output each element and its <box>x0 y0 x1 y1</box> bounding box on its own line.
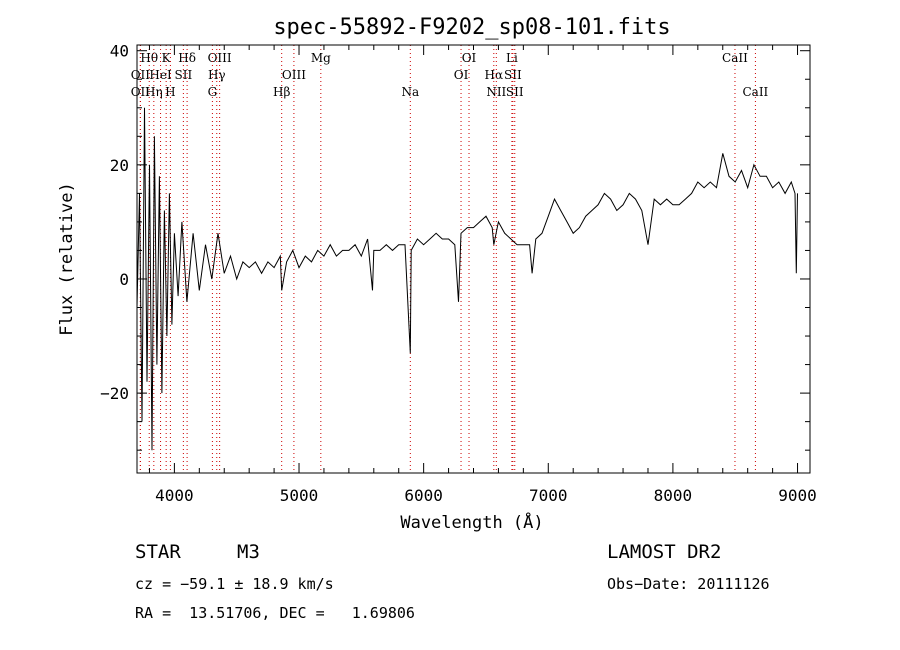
y-tick-label: 20 <box>110 156 129 175</box>
marker-label: Hβ <box>273 85 290 99</box>
marker-label: H <box>165 85 175 99</box>
chart-title: spec-55892-F9202_sp08-101.fits <box>273 15 670 40</box>
marker-label: CaII <box>722 51 748 65</box>
marker-label: OII <box>131 85 151 99</box>
x-axis-label: Wavelength (Å) <box>400 511 543 533</box>
marker-label: NII <box>486 85 506 99</box>
y-tick-label: −20 <box>100 384 129 403</box>
marker-label: OI <box>462 51 477 65</box>
marker-label: Hα <box>485 68 504 82</box>
observation-date: Obs−Date: 20111126 <box>607 575 770 593</box>
y-tick-label: 0 <box>119 270 129 289</box>
x-tick-label: 8000 <box>654 486 693 505</box>
redshift-velocity: cz = −59.1 ± 18.9 km/s <box>135 575 334 593</box>
x-tick-label: 5000 <box>280 486 319 505</box>
x-tick-label: 6000 <box>404 486 443 505</box>
axis-ticks: 4000 5000 6000 7000 8000 9000 −20 0 20 40 <box>100 42 817 505</box>
marker-label: OIII <box>282 68 306 82</box>
marker-label: Mg <box>311 51 331 65</box>
marker-label: Hη <box>145 85 163 99</box>
y-axis-label: Flux (relative) <box>57 182 77 336</box>
marker-label: Li <box>506 51 518 65</box>
object-class: STAR <box>135 541 181 563</box>
marker-label: OI <box>454 68 469 82</box>
marker-label: Hδ <box>178 51 196 65</box>
survey-name: LAMOST DR2 <box>607 541 722 563</box>
marker-label: K <box>162 51 172 65</box>
plot-frame <box>136 44 811 474</box>
x-tick-label: 4000 <box>155 486 194 505</box>
marker-label: G <box>208 85 218 99</box>
marker-label: SII <box>506 85 524 99</box>
y-tick-label: 40 <box>110 42 129 61</box>
marker-label: SII <box>504 68 522 82</box>
marker-label: CaII <box>742 85 768 99</box>
marker-label: SII <box>175 68 193 82</box>
marker-label: HeI <box>149 68 172 82</box>
x-tick-label: 7000 <box>529 486 568 505</box>
marker-label: Hγ <box>208 68 226 82</box>
marker-label: Hθ <box>140 51 158 65</box>
flux-series <box>136 107 798 451</box>
marker-label: Na <box>401 85 419 99</box>
x-tick-label: 9000 <box>778 486 817 505</box>
object-subclass: M3 <box>237 541 260 563</box>
marker-label: OIII <box>208 51 232 65</box>
coordinates: RA = 13.51706, DEC = 1.69806 <box>135 604 415 622</box>
marker-label: OII <box>131 68 151 82</box>
flux-line <box>136 107 798 451</box>
